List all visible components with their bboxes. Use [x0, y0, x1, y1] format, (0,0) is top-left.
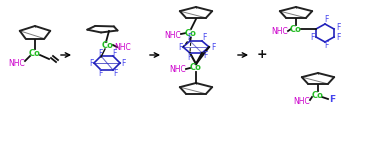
Text: F: F	[329, 95, 335, 104]
Text: F: F	[113, 69, 117, 78]
Text: Co: Co	[190, 63, 202, 72]
Text: F: F	[203, 51, 207, 60]
Text: +: +	[257, 49, 267, 61]
Text: F: F	[324, 16, 328, 25]
Text: Co: Co	[312, 91, 324, 100]
Text: Co: Co	[29, 49, 41, 58]
Text: NHC: NHC	[165, 30, 181, 39]
Text: F: F	[187, 52, 191, 61]
Text: NHC: NHC	[9, 59, 25, 68]
Text: NHC: NHC	[294, 96, 310, 105]
Text: F: F	[89, 59, 93, 68]
Text: F: F	[178, 42, 182, 51]
Text: F: F	[98, 49, 102, 58]
Text: F: F	[336, 34, 340, 42]
Text: F: F	[324, 41, 328, 50]
Text: NHC: NHC	[170, 66, 186, 74]
Text: F: F	[202, 34, 206, 42]
Text: F: F	[98, 70, 102, 79]
Text: F: F	[112, 49, 116, 58]
Text: Co: Co	[102, 40, 114, 49]
Text: Co: Co	[290, 25, 302, 34]
Text: Co: Co	[185, 28, 197, 38]
Text: F: F	[121, 59, 125, 68]
Text: NHC: NHC	[115, 44, 132, 52]
Text: F: F	[336, 24, 340, 32]
Text: F: F	[310, 34, 314, 42]
Text: F: F	[187, 34, 191, 42]
Text: F: F	[211, 42, 215, 51]
Text: NHC: NHC	[272, 27, 288, 37]
